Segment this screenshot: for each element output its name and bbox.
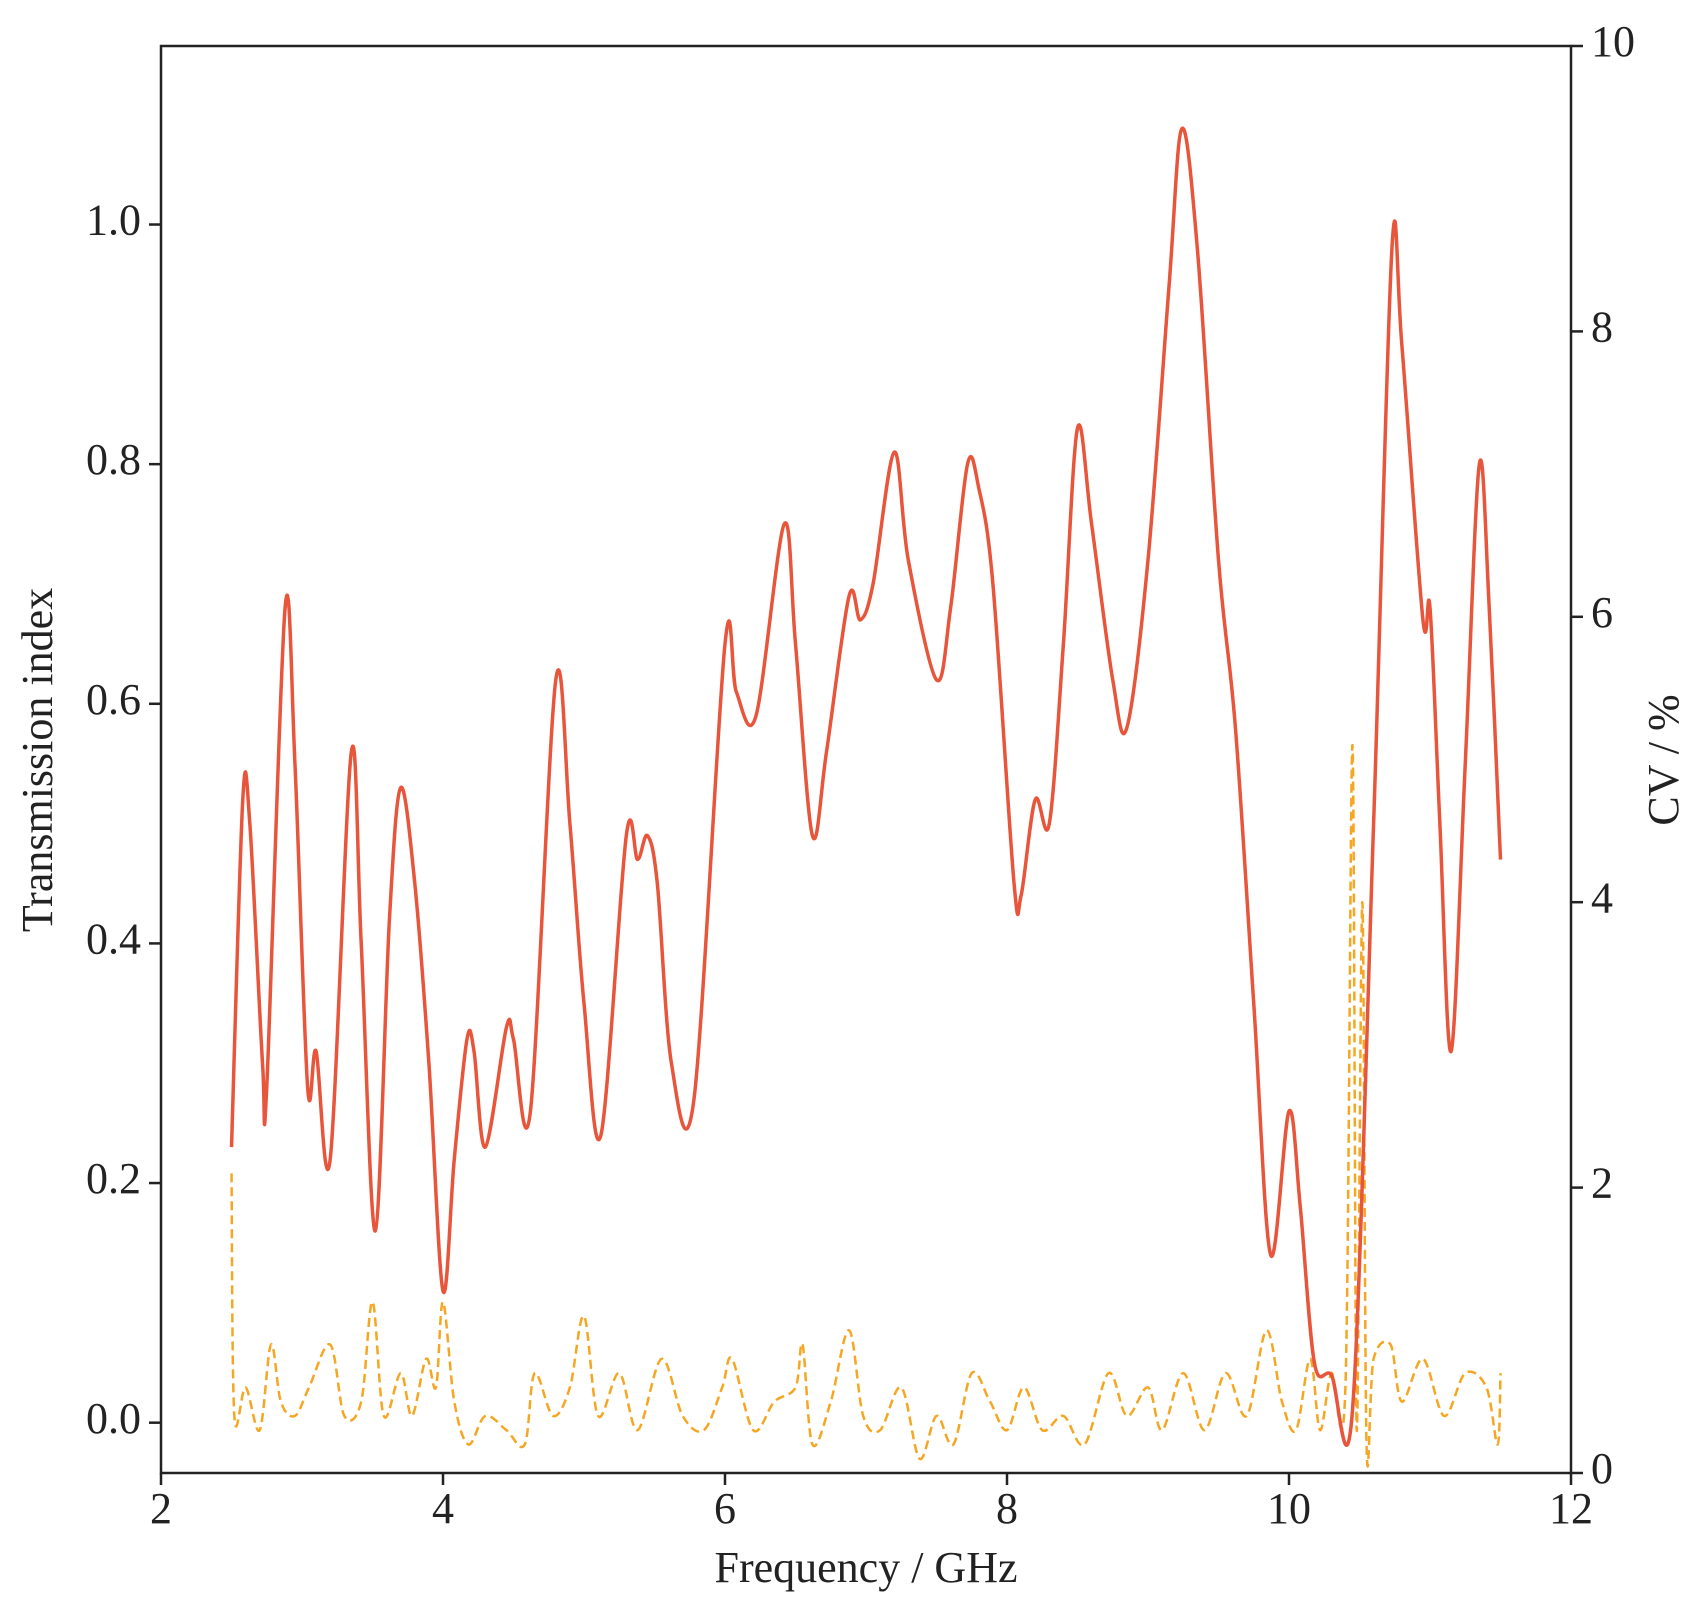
y2-tick-label: 10 [1591,17,1635,66]
y-tick-label: 0.6 [86,675,141,724]
x-tick-label: 10 [1267,1484,1311,1533]
y2-tick-label: 4 [1591,873,1613,922]
y-tick-label: 0.2 [86,1154,141,1203]
y2-tick-label: 2 [1591,1159,1613,1208]
x-tick-label: 4 [432,1484,454,1533]
series-line [229,126,1503,1447]
y-tick-label: 1.0 [86,196,141,245]
x-axis-label: Frequency / GHz [714,1543,1017,1592]
y-tick-label: 0.4 [86,915,141,964]
y2-tick-label: 8 [1591,302,1613,351]
y-tick-label: 0.0 [86,1394,141,1443]
y-axis-label: Transmission index [13,588,62,932]
plot-frame [159,44,1573,1475]
x-tick-label: 12 [1549,1484,1593,1533]
y2-tick-label: 0 [1591,1444,1613,1493]
series-line [230,743,1502,1468]
x-tick-label: 2 [150,1484,172,1533]
x-tick-label: 8 [996,1484,1018,1533]
y2-tick-label: 6 [1591,588,1613,637]
y2-axis-label: CV / % [1639,694,1688,825]
y-tick-label: 0.8 [86,435,141,484]
x-tick-label: 6 [714,1484,736,1533]
